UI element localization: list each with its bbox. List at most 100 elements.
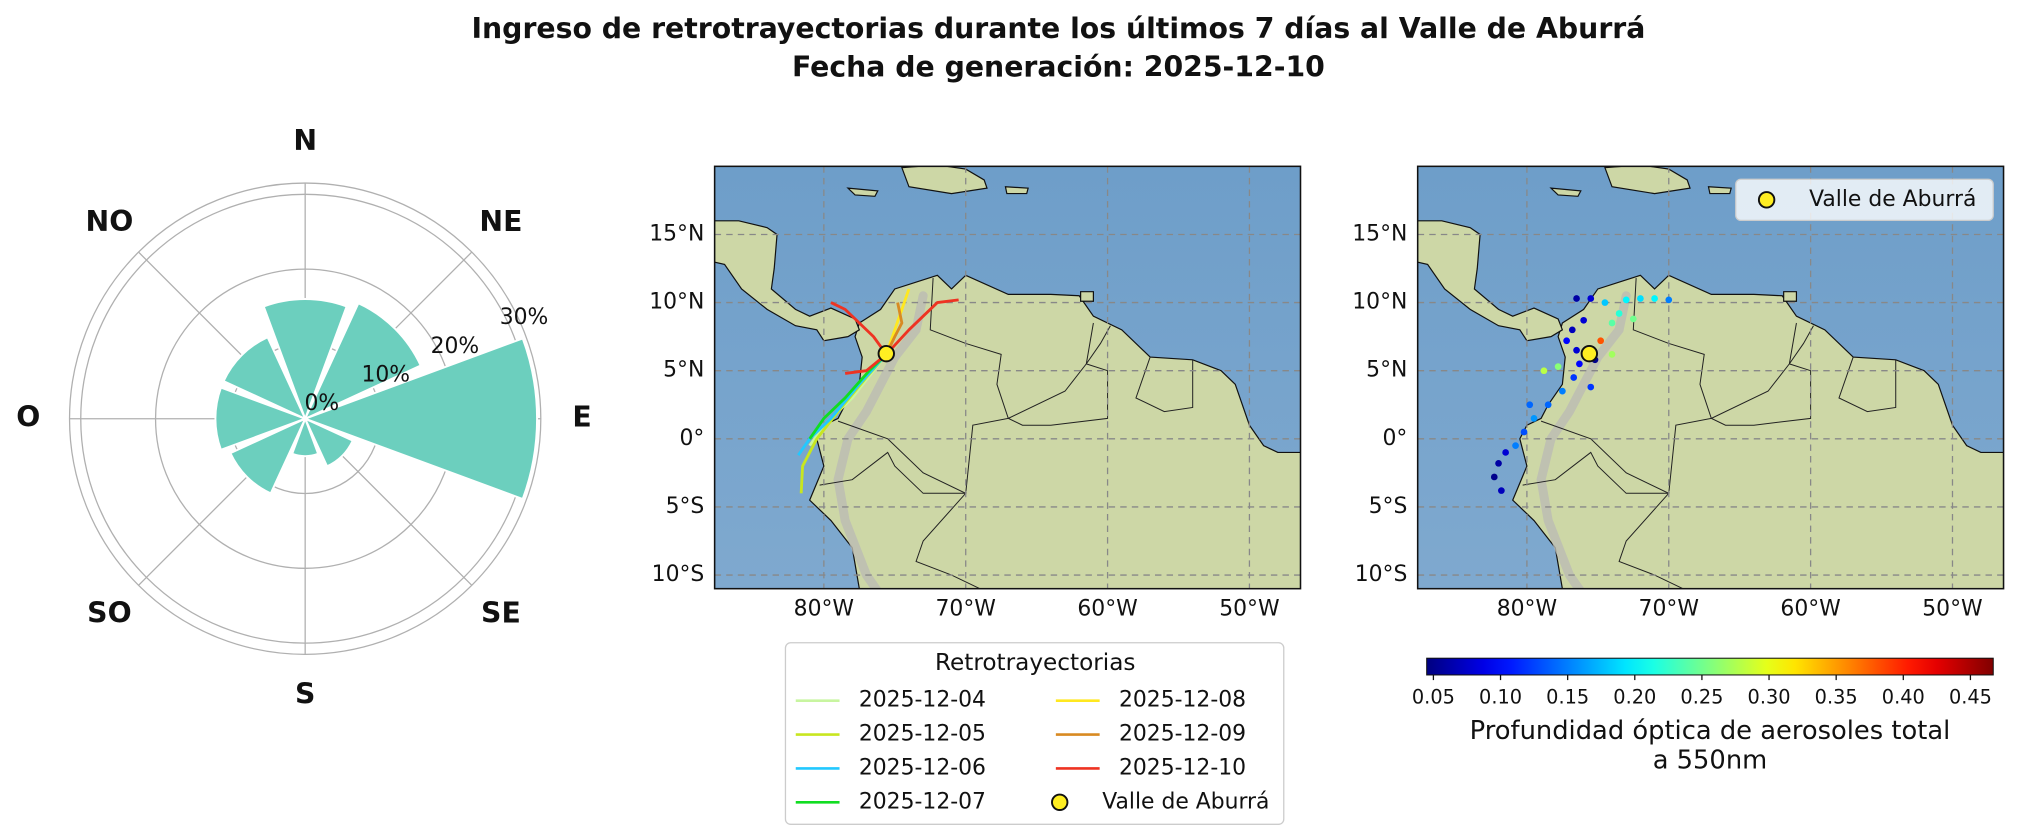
r-tick-label: 10% bbox=[361, 362, 410, 387]
rose-bar bbox=[229, 416, 308, 495]
rose-bar bbox=[303, 301, 422, 421]
rose-bar bbox=[290, 415, 320, 458]
direction-label: S bbox=[295, 678, 315, 711]
aod-point bbox=[1540, 367, 1548, 375]
map-area bbox=[714, 166, 1301, 589]
y-tick-label: 10°N bbox=[649, 290, 704, 315]
aod-point bbox=[1520, 428, 1528, 436]
legend-label: 2025-12-09 bbox=[1119, 722, 1246, 747]
colorbar-tick-label: 0.20 bbox=[1613, 686, 1656, 709]
rose-bar bbox=[214, 386, 308, 452]
frame bbox=[713, 165, 1302, 590]
r-tick-label: 20% bbox=[431, 334, 480, 359]
grid bbox=[714, 166, 1301, 589]
aod-point bbox=[1573, 295, 1580, 302]
frame bbox=[1416, 165, 2005, 590]
aod-point bbox=[1651, 295, 1658, 302]
x-tick-label: 60°W bbox=[1077, 596, 1137, 621]
colorbar-tick-label: 0.30 bbox=[1748, 686, 1791, 709]
aod-point bbox=[1559, 387, 1566, 395]
colorbar-label: a 550nm bbox=[1653, 746, 1768, 776]
legend-label: 2025-12-10 bbox=[1119, 755, 1246, 780]
map-panel bbox=[1416, 165, 2005, 590]
station-marker bbox=[877, 344, 895, 363]
r-tick-label: 30% bbox=[500, 305, 549, 330]
aod-point bbox=[1637, 295, 1644, 302]
trajectory bbox=[884, 288, 911, 355]
y-tick-label: 5°N bbox=[1366, 358, 1407, 383]
subtitle: Fecha de generación: 2025-12-10 bbox=[792, 50, 1325, 83]
legend-label: 2025-12-06 bbox=[859, 755, 986, 780]
aod-point bbox=[1490, 473, 1498, 481]
aod-point bbox=[1587, 383, 1595, 391]
rose-bar bbox=[222, 335, 308, 421]
legend-title: Retrotrayectorias bbox=[935, 649, 1135, 676]
aod-point bbox=[1544, 401, 1552, 409]
aod-point bbox=[1597, 337, 1605, 345]
direction-label: O bbox=[16, 401, 40, 434]
grid bbox=[1417, 166, 2004, 589]
aod-point bbox=[1563, 337, 1570, 345]
colorbar-label: Profundidad óptica de aerosoles total bbox=[1470, 716, 1951, 746]
x-tick-label: 80°W bbox=[1497, 596, 1557, 621]
polar-frame bbox=[68, 182, 542, 655]
direction-label: SE bbox=[481, 596, 521, 629]
legend-label: 2025-12-07 bbox=[859, 789, 986, 814]
y-tick-label: 5°S bbox=[666, 494, 705, 519]
aod-point bbox=[1580, 316, 1587, 324]
map-area bbox=[1417, 166, 2004, 589]
aod-point bbox=[1587, 295, 1595, 302]
colorbar-tick-label: 0.40 bbox=[1882, 686, 1925, 709]
aod-point bbox=[1573, 346, 1580, 354]
legend-box bbox=[784, 642, 1285, 825]
y-tick-label: 15°N bbox=[649, 221, 704, 246]
legend-marker bbox=[1051, 793, 1069, 811]
colorbar-tick-label: 0.05 bbox=[1412, 686, 1455, 709]
y-tick-label: 10°N bbox=[1352, 290, 1407, 315]
legend-label: 2025-12-05 bbox=[859, 722, 986, 747]
legend-label: 2025-12-08 bbox=[1119, 688, 1246, 713]
legend-label: 2025-12-04 bbox=[859, 688, 986, 713]
y-tick-label: 10°S bbox=[652, 562, 705, 587]
y-tick-label: 0° bbox=[679, 426, 704, 451]
title: Ingreso de retrotrayectorias durante los… bbox=[471, 12, 1645, 45]
trajectory bbox=[797, 353, 888, 456]
rose-bar bbox=[302, 337, 538, 501]
colorbar-tick-label: 0.35 bbox=[1815, 686, 1858, 709]
x-tick-label: 50°W bbox=[1922, 596, 1982, 621]
x-tick-label: 50°W bbox=[1219, 596, 1279, 621]
colorbar bbox=[1426, 657, 1994, 676]
marks bbox=[1490, 295, 1673, 494]
legend-label: Valle de Aburrá bbox=[1809, 187, 1976, 212]
y-tick-label: 15°N bbox=[1352, 221, 1407, 246]
colorbar-tick-label: 0.15 bbox=[1546, 686, 1589, 709]
colorbar-tick-label: 0.25 bbox=[1680, 686, 1723, 709]
aod-point bbox=[1512, 442, 1519, 449]
y-tick-label: 5°S bbox=[1369, 494, 1408, 519]
legend-box bbox=[1735, 178, 1994, 222]
aod-point bbox=[1601, 299, 1609, 306]
aod-point bbox=[1526, 401, 1534, 409]
colorbar-tick-label: 0.45 bbox=[1949, 686, 1992, 709]
legend-label: Valle de Aburrá bbox=[1102, 789, 1269, 814]
rose-bar bbox=[262, 298, 348, 422]
x-tick-label: 70°W bbox=[1639, 596, 1699, 621]
rose-bar bbox=[303, 416, 355, 468]
aod-point bbox=[1554, 363, 1562, 370]
aod-point bbox=[1608, 350, 1616, 358]
x-tick-label: 70°W bbox=[936, 596, 996, 621]
aod-point bbox=[1608, 319, 1616, 327]
aod-point bbox=[1530, 415, 1538, 422]
aod-point bbox=[1629, 315, 1637, 323]
direction-label: N bbox=[293, 124, 317, 157]
direction-label: SO bbox=[87, 596, 131, 629]
y-tick-label: 0° bbox=[1383, 426, 1408, 451]
r-tick-label: 0% bbox=[304, 391, 339, 416]
y-tick-label: 5°N bbox=[663, 358, 704, 383]
aod-point bbox=[1502, 449, 1509, 456]
aod-point bbox=[1495, 459, 1502, 467]
direction-label: NO bbox=[86, 205, 134, 238]
direction-label: NE bbox=[479, 205, 522, 238]
